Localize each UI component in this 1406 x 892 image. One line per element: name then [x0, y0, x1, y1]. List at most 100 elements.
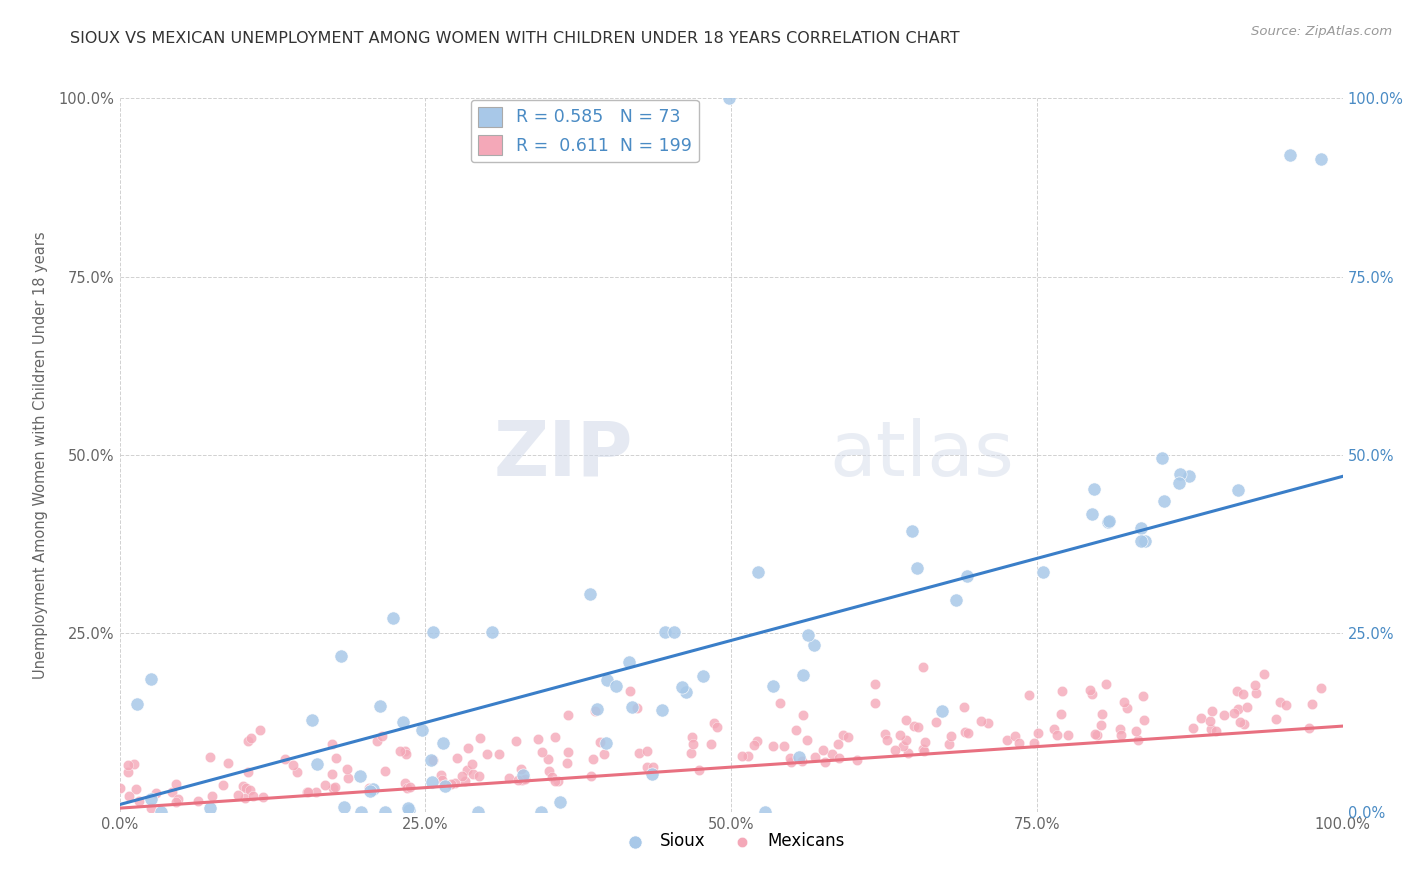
Point: [617, 655, 640, 669]
Point: [938, 737, 960, 751]
Point: [1057, 727, 1080, 741]
Point: [1229, 715, 1251, 730]
Point: [1205, 724, 1227, 739]
Point: [977, 715, 1000, 730]
Point: [651, 703, 673, 717]
Point: [797, 627, 820, 641]
Point: [454, 773, 477, 788]
Point: [1198, 714, 1220, 728]
Point: [626, 701, 648, 715]
Point: [1227, 702, 1250, 716]
Point: [779, 751, 801, 765]
Point: [1150, 451, 1173, 466]
Point: [432, 736, 454, 750]
Point: [125, 697, 148, 711]
Point: [1298, 721, 1320, 735]
Point: [586, 702, 609, 716]
Point: [117, 765, 139, 780]
Point: [467, 805, 489, 819]
Point: [790, 754, 813, 768]
Point: [374, 764, 396, 779]
Point: [314, 778, 336, 792]
Text: SIOUX VS MEXICAN UNEMPLOYMENT AMONG WOMEN WITH CHILDREN UNDER 18 YEARS CORRELATI: SIOUX VS MEXICAN UNEMPLOYMENT AMONG WOME…: [70, 31, 960, 46]
Point: [239, 783, 262, 797]
Point: [337, 772, 360, 786]
Point: [596, 673, 619, 687]
Point: [583, 704, 606, 718]
Point: [792, 707, 814, 722]
Point: [187, 793, 209, 807]
Point: [167, 791, 190, 805]
Point: [700, 737, 723, 751]
Point: [240, 731, 263, 745]
Point: [1268, 695, 1291, 709]
Point: [488, 747, 510, 762]
Point: [1022, 736, 1045, 750]
Point: [907, 720, 929, 734]
Point: [894, 732, 917, 747]
Point: [477, 747, 499, 762]
Point: [388, 744, 411, 758]
Point: [1153, 494, 1175, 508]
Point: [876, 732, 898, 747]
Point: [914, 735, 936, 749]
Point: [1132, 713, 1154, 727]
Point: [1275, 698, 1298, 712]
Point: [641, 760, 664, 774]
Point: [754, 805, 776, 819]
Point: [305, 785, 328, 799]
Point: [366, 734, 388, 748]
Point: [396, 800, 419, 814]
Point: [446, 750, 468, 764]
Point: [233, 790, 256, 805]
Point: [1125, 724, 1147, 739]
Point: [540, 770, 562, 784]
Point: [211, 778, 233, 792]
Point: [544, 730, 567, 744]
Point: [124, 782, 146, 797]
Point: [803, 638, 825, 652]
Point: [150, 805, 173, 819]
Text: Source: ZipAtlas.com: Source: ZipAtlas.com: [1251, 25, 1392, 38]
Point: [636, 744, 658, 758]
Point: [371, 729, 394, 743]
Point: [440, 776, 463, 790]
Point: [884, 743, 907, 757]
Point: [242, 789, 264, 804]
Point: [1244, 686, 1267, 700]
Point: [1026, 726, 1049, 740]
Point: [392, 715, 415, 730]
Point: [681, 730, 703, 744]
Point: [912, 742, 935, 756]
Point: [395, 747, 418, 761]
Point: [305, 757, 328, 772]
Point: [939, 729, 962, 743]
Point: [837, 731, 859, 745]
Point: [297, 785, 319, 799]
Point: [527, 732, 550, 747]
Point: [512, 767, 534, 781]
Point: [420, 775, 443, 789]
Point: [1090, 717, 1112, 731]
Point: [274, 752, 297, 766]
Point: [461, 756, 484, 771]
Point: [422, 753, 444, 767]
Point: [349, 769, 371, 783]
Point: [957, 726, 980, 740]
Point: [595, 736, 617, 750]
Point: [165, 795, 187, 809]
Point: [903, 719, 925, 733]
Point: [912, 744, 935, 758]
Point: [737, 749, 759, 764]
Point: [530, 745, 553, 759]
Point: [1223, 706, 1246, 720]
Point: [108, 780, 131, 795]
Point: [1078, 683, 1101, 698]
Point: [1253, 667, 1275, 681]
Point: [952, 700, 974, 714]
Point: [321, 766, 343, 780]
Point: [411, 723, 433, 737]
Point: [1201, 704, 1223, 718]
Point: [945, 593, 967, 607]
Point: [1116, 700, 1139, 714]
